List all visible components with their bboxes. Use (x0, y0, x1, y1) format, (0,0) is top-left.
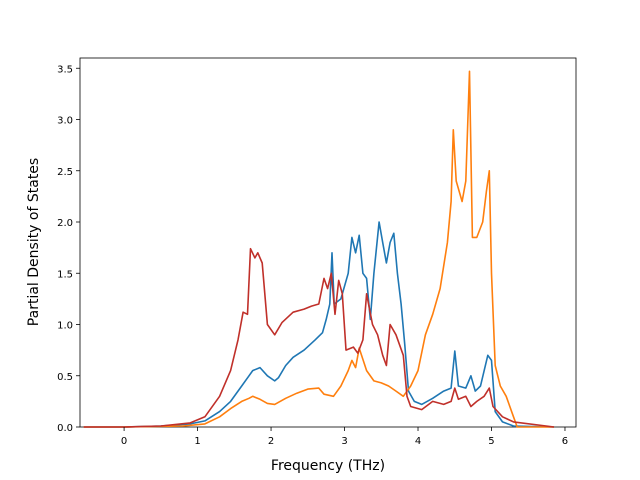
y-axis-label: Partial Density of States (26, 158, 42, 326)
y-tick-label: 2.0 (57, 218, 73, 229)
x-axis-label: Frequency (THz) (271, 458, 385, 474)
y-axis-ticks: 0.0 0.5 1.0 1.5 2.0 2.5 3.0 3.5 (57, 64, 80, 434)
y-tick-label: 0.0 (57, 423, 73, 434)
series-layer (83, 70, 555, 428)
y-tick-label: 3.0 (57, 116, 73, 127)
x-tick-label: 3 (341, 436, 347, 447)
y-tick-label: 2.5 (57, 167, 73, 178)
x-tick-label: 2 (268, 436, 274, 447)
y-tick-label: 0.5 (57, 372, 73, 383)
series-line-3 (83, 247, 555, 428)
x-tick-label: 5 (488, 436, 494, 447)
x-tick-label: 0 (121, 436, 127, 447)
plot-area-frame (79, 57, 577, 428)
x-axis-ticks: 0 1 2 3 4 5 6 (121, 427, 568, 447)
x-tick-label: 6 (562, 436, 568, 447)
y-tick-label: 3.5 (57, 64, 73, 75)
y-tick-label: 1.0 (57, 321, 73, 332)
x-tick-label: 1 (194, 436, 200, 447)
y-tick-label: 1.5 (57, 269, 73, 280)
x-tick-label: 4 (415, 436, 421, 447)
series-line-1 (83, 221, 555, 428)
series-line-2 (83, 70, 554, 428)
